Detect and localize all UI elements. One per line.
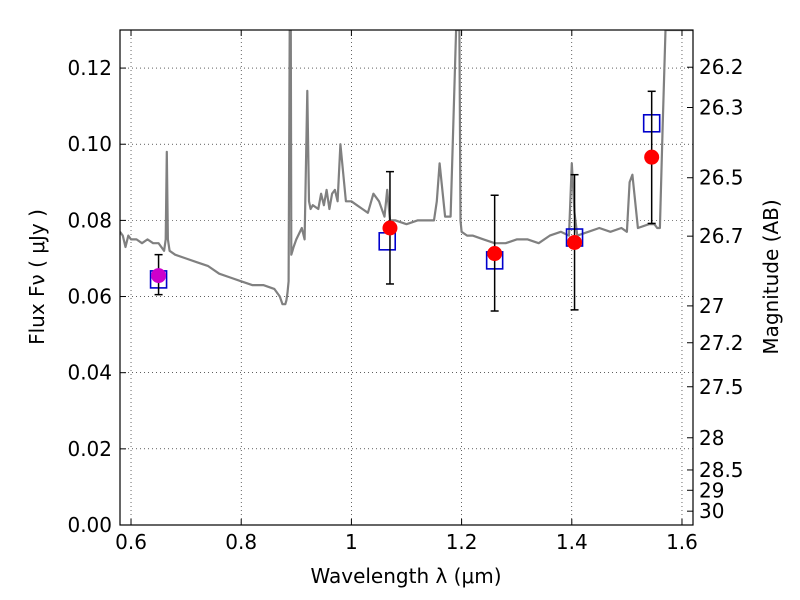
x-tick-label: 1.4 [556,530,588,554]
y-tick-label: 0.08 [67,208,112,232]
axes: 0.6 0.8 1 1.2 1.4 1.6 0.00 0.02 0.04 0.06 0.08 0.10… [67,30,744,554]
observed-flux-point [644,149,660,165]
y-tick-label: 0.10 [67,132,112,156]
y2-tick-label: 26.3 [699,95,744,119]
observed-flux-point [487,246,503,262]
plot-area [120,30,693,312]
y2-tick-label: 26.7 [699,224,744,248]
y-tick-label: 0.06 [67,285,112,309]
y2-tick-label: 27 [699,294,724,318]
y2-axis-label: Magnitude (AB) [759,199,783,354]
y2-tick-label: 26.2 [699,55,744,79]
x-tick-label: 1.6 [666,530,698,554]
observed-flux-point [567,234,583,250]
x-tick-label: 1 [345,530,358,554]
y-axis-label: Flux Fν ( μJy ) [25,209,49,345]
y2-tick-label: 29 [699,478,724,502]
observed-flux-point [151,268,167,284]
y-tick-label: 0.00 [67,513,112,537]
plot-frame [119,29,694,526]
y2-tick-label: 30 [699,499,724,523]
y-tick-label: 0.12 [67,56,112,80]
y2-tick-label: 28.5 [699,458,744,482]
model-spectrum-line [120,30,693,306]
x-axis-label: Wavelength λ (μm) [310,564,501,588]
x-tick-label: 1.2 [446,530,478,554]
y2-tick-label: 27.5 [699,375,744,399]
y2-tick-label: 27.2 [699,331,744,355]
x-tick-label: 0.8 [225,530,257,554]
x-tick-label: 0.6 [115,530,147,554]
y2-tick-label: 28 [699,426,724,450]
grid-lines [120,30,693,526]
y2-tick-label: 26.5 [699,166,744,190]
model-photometry-square [378,232,397,251]
y-tick-label: 0.02 [67,437,112,461]
y-tick-label: 0.04 [67,361,112,385]
observed-flux-point [382,220,398,236]
